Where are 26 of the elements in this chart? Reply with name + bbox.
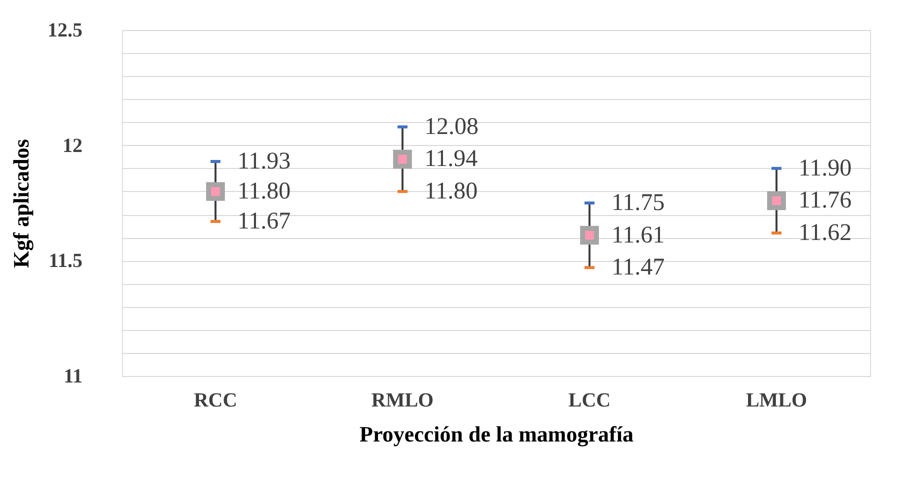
data-label: 11.80 — [238, 178, 291, 204]
x-tick-label: LCC — [568, 390, 611, 412]
annotation: 11.90 — [798, 155, 852, 182]
annotation: 11.75 — [612, 190, 665, 216]
annotation: 11.93 — [238, 148, 291, 174]
point — [580, 226, 599, 245]
y-tick-label: 11.5 — [48, 250, 82, 272]
y-tick-label: 12 — [62, 134, 82, 157]
annotation: 11.80 — [424, 178, 478, 204]
data-label: 11.94 — [424, 146, 478, 172]
x-axis-title: Proyección de la mamografía — [360, 422, 634, 446]
y-tick-label: 11 — [64, 366, 82, 388]
x-tick-label: RMLO — [371, 390, 434, 412]
annotation: 12.08 — [424, 114, 478, 140]
x-tick-label: LMLO — [746, 390, 808, 412]
point — [767, 191, 786, 210]
data-label: 11.76 — [798, 188, 852, 214]
annotation: 11.47 — [612, 254, 665, 281]
annotation: 11.62 — [798, 220, 852, 246]
y-axis-title: Kgf aplicados — [8, 138, 34, 268]
point — [206, 182, 225, 201]
y-tick-label: 12.5 — [48, 20, 82, 42]
point — [393, 150, 412, 169]
x-tick-label: RCC — [194, 390, 238, 412]
data-label: 11.61 — [612, 222, 665, 248]
annotation: 11.67 — [238, 208, 291, 234]
